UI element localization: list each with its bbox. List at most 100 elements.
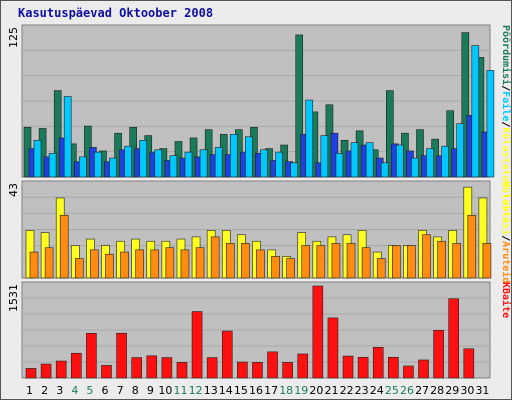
bar-aruteid-6 xyxy=(105,253,114,279)
bar-kbaite-24 xyxy=(372,347,384,379)
bar-külastatud-lehti-20 xyxy=(320,135,329,178)
bar-aruteid-12 xyxy=(195,247,205,279)
bar-kbaite-22 xyxy=(342,355,354,379)
bar-aruteid-3 xyxy=(59,214,69,279)
x-tick-label-17: 17 xyxy=(264,384,278,397)
x-tick-label-10: 10 xyxy=(158,384,172,397)
bar-külastatud-lehti-22 xyxy=(350,142,359,178)
bar-külastatud-lehti-7 xyxy=(124,145,132,178)
x-tick-label-30: 30 xyxy=(460,384,474,397)
y-max-label: 1531 xyxy=(7,284,20,312)
side-legend-top: Pöördumisi/Faile/Külastatud lehti xyxy=(500,25,512,224)
bar-kbaite-26 xyxy=(403,365,414,379)
side-legend-part: Külastatud lehti xyxy=(500,127,512,223)
side-legend-part: / xyxy=(500,235,511,241)
x-tick-label-21: 21 xyxy=(324,384,338,397)
bar-aruteid-13 xyxy=(210,236,220,279)
bar-külastatud-lehti-14 xyxy=(229,134,238,178)
bar-aruteid-31 xyxy=(482,243,492,279)
side-legend-part: Aruteid xyxy=(500,241,512,283)
bar-külastatud-lehti-18 xyxy=(290,162,298,178)
bar-kbaite-4 xyxy=(70,352,82,379)
bar-aruteid-16 xyxy=(256,249,265,279)
bar-kbaite-8 xyxy=(131,357,142,379)
bar-aruteid-4 xyxy=(74,258,84,279)
bar-aruteid-7 xyxy=(120,251,129,279)
bar-aruteid-14 xyxy=(225,243,235,279)
bar-kbaite-19 xyxy=(297,353,309,379)
bar-aruteid-22 xyxy=(346,243,356,279)
bar-kbaite-20 xyxy=(312,285,324,379)
bar-aruteid-8 xyxy=(135,249,144,279)
bar-aruteid-29 xyxy=(452,243,462,279)
bar-kbaite-28 xyxy=(433,329,444,379)
bar-külastatud-lehti-15 xyxy=(245,136,253,178)
x-tick-label-22: 22 xyxy=(340,384,354,397)
bar-pöördumisi-25 xyxy=(386,90,394,178)
bar-külastatud-lehti-1 xyxy=(33,139,42,178)
x-tick-label-23: 23 xyxy=(355,384,369,397)
side-legend-part: Külastusi xyxy=(500,181,512,235)
bar-pöördumisi-3 xyxy=(53,90,62,178)
x-tick-label-29: 29 xyxy=(445,384,459,397)
x-tick-label-3: 3 xyxy=(56,384,63,397)
bar-kbaite-23 xyxy=(357,356,369,379)
bar-külastatud-lehti-28 xyxy=(441,145,449,178)
bar-aruteid-18 xyxy=(286,258,295,279)
bar-külastatud-lehti-17 xyxy=(275,151,283,178)
bar-aruteid-20 xyxy=(316,245,326,279)
bar-aruteid-28 xyxy=(437,240,446,279)
x-tick-label-16: 16 xyxy=(249,384,263,397)
chart-title: Kasutuspäevad Oktoober 2008 xyxy=(18,6,213,20)
bar-külastatud-lehti-19 xyxy=(305,99,314,178)
x-tick-label-26: 26 xyxy=(400,384,414,397)
bar-kbaite-7 xyxy=(116,332,127,379)
x-tick-label-27: 27 xyxy=(415,384,429,397)
x-tick-label-5: 5 xyxy=(86,384,93,397)
side-legend-part: Pöördumisi xyxy=(500,25,512,85)
bar-külastatud-lehti-3 xyxy=(63,96,72,178)
bar-aruteid-19 xyxy=(301,245,311,279)
x-tick-label-9: 9 xyxy=(147,384,154,397)
bar-aruteid-9 xyxy=(150,249,160,279)
bar-aruteid-11 xyxy=(180,249,190,279)
bar-pöördumisi-30 xyxy=(461,32,470,178)
bar-külastatud-lehti-13 xyxy=(214,147,223,178)
bar-külastatud-lehti-23 xyxy=(365,142,374,178)
bar-aruteid-15 xyxy=(241,243,250,279)
bar-kbaite-14 xyxy=(221,330,233,379)
side-legend-part: / xyxy=(500,121,511,127)
bar-aruteid-30 xyxy=(467,214,477,279)
bar-külastatud-lehti-29 xyxy=(456,123,465,178)
bar-kbaite-1 xyxy=(25,368,37,379)
bar-aruteid-25 xyxy=(392,245,401,279)
x-tick-label-7: 7 xyxy=(117,384,124,397)
x-tick-label-15: 15 xyxy=(234,384,248,397)
bar-kbaite-21 xyxy=(327,317,339,379)
bar-kbaite-3 xyxy=(55,360,67,379)
bar-kbaite-18 xyxy=(282,362,293,379)
y-max-label: 43 xyxy=(7,183,20,197)
bar-aruteid-23 xyxy=(361,247,371,279)
side-legend-middle: Külastusi/Aruteid xyxy=(500,181,512,283)
bar-kbaite-27 xyxy=(418,359,429,379)
bar-kbaite-6 xyxy=(101,365,112,379)
x-tick-label-1: 1 xyxy=(26,384,33,397)
bar-aruteid-24 xyxy=(376,258,386,279)
bar-külastatud-lehti-25 xyxy=(396,144,404,178)
bar-kbaite-12 xyxy=(191,311,203,379)
x-tick-label-20: 20 xyxy=(309,384,323,397)
bar-külastatud-lehti-10 xyxy=(169,155,178,178)
panel-bottom: 1531 xyxy=(7,281,491,379)
bar-külastatud-lehti-5 xyxy=(94,151,102,178)
bar-külastatud-lehti-4 xyxy=(78,156,87,178)
bar-kbaite-16 xyxy=(252,362,263,379)
bar-kbaite-30 xyxy=(463,348,475,379)
side-legend-part: KBaite xyxy=(500,282,512,318)
bar-külastatud-lehti-26 xyxy=(411,157,419,178)
x-tick-label-11: 11 xyxy=(174,384,188,397)
bar-kbaite-29 xyxy=(448,298,460,379)
bar-külastatud-lehti-6 xyxy=(109,157,117,178)
bar-pöördumisi-19 xyxy=(295,34,304,178)
